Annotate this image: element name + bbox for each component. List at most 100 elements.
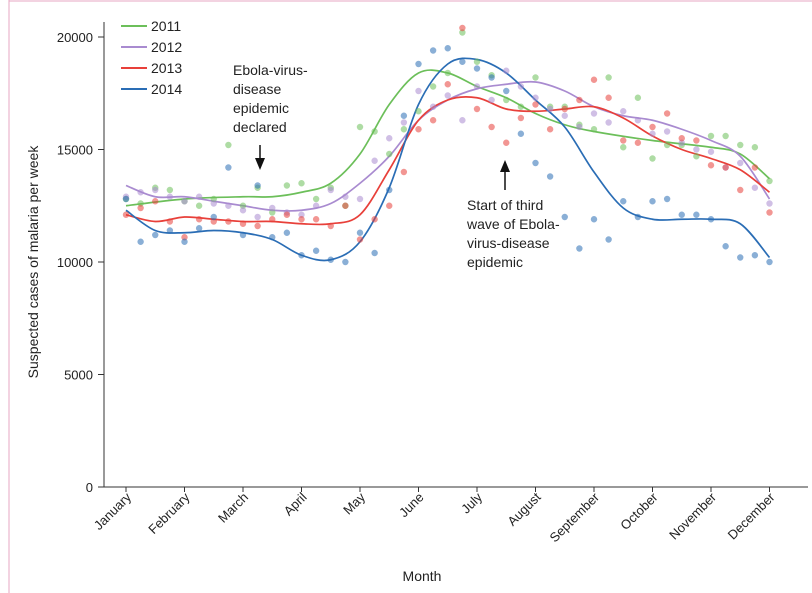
data-point-2013 <box>298 216 305 223</box>
data-point-2014 <box>166 227 174 234</box>
data-point-2013 <box>269 216 276 223</box>
data-point-2014 <box>122 195 130 203</box>
data-point-2013 <box>473 105 481 113</box>
data-point-2013 <box>342 202 349 209</box>
data-point-2012 <box>751 184 759 191</box>
data-point-2011 <box>722 132 729 140</box>
data-point-2012 <box>152 186 159 194</box>
data-point-2014 <box>225 164 232 171</box>
data-point-2014 <box>269 234 276 241</box>
y-tick-label: 5000 <box>64 368 93 383</box>
data-point-2012 <box>576 123 583 131</box>
data-point-2012 <box>546 105 554 113</box>
series-points-group <box>122 24 773 266</box>
data-point-2013 <box>737 186 744 194</box>
data-point-2014 <box>620 198 627 205</box>
data-point-2014 <box>327 256 334 263</box>
series-lines-group <box>125 57 771 262</box>
data-point-2013 <box>693 137 700 144</box>
data-point-2013 <box>312 216 320 223</box>
data-point-2012 <box>386 135 393 142</box>
data-point-2014 <box>429 47 437 54</box>
data-point-2013 <box>663 110 671 117</box>
data-point-2011 <box>166 186 174 194</box>
data-point-2012 <box>693 146 700 153</box>
data-point-2013 <box>751 164 759 171</box>
x-tick-label: September <box>547 489 603 545</box>
x-tick-label: October <box>617 489 661 533</box>
data-point-2014 <box>239 231 247 239</box>
data-point-2011 <box>195 202 203 209</box>
data-point-2014 <box>576 245 583 252</box>
data-point-2013 <box>766 209 773 216</box>
y-tick-label: 0 <box>86 480 93 495</box>
annotation-epidemic-declared-line: epidemic <box>233 100 289 116</box>
data-point-2011 <box>400 126 408 133</box>
annotation-third-wave-line: wave of Ebola- <box>466 216 560 232</box>
annotation-epidemic-declared-line: disease <box>233 81 281 97</box>
data-point-2014 <box>590 216 598 223</box>
legend-label-2014: 2014 <box>151 81 182 97</box>
data-point-2011 <box>269 209 276 216</box>
x-tick-label: January <box>91 489 135 533</box>
data-point-2011 <box>239 202 247 209</box>
annotation-third-wave-line: epidemic <box>467 254 523 270</box>
axes-group <box>103 22 808 488</box>
data-point-2012 <box>459 117 466 124</box>
data-point-2011 <box>415 108 422 115</box>
y-tick-label: 10000 <box>57 255 93 270</box>
annotation-arrowhead-up <box>500 160 510 172</box>
data-point-2013 <box>400 168 408 176</box>
data-point-2014 <box>605 236 612 243</box>
data-point-2011 <box>649 155 656 162</box>
data-point-2011 <box>590 126 598 133</box>
series-line-2014 <box>125 57 771 262</box>
data-point-2013 <box>488 123 495 131</box>
data-point-2013 <box>722 164 729 171</box>
data-point-2014 <box>356 229 364 236</box>
data-point-2012 <box>327 186 334 194</box>
data-point-2011 <box>634 94 642 101</box>
data-point-2014 <box>415 60 422 68</box>
series-line-2013 <box>125 95 771 226</box>
data-point-2012 <box>239 207 247 214</box>
y-tick-label: 20000 <box>57 30 93 45</box>
x-tick-label: July <box>458 489 485 516</box>
data-point-2012 <box>415 87 422 95</box>
data-point-2013 <box>634 139 642 146</box>
data-point-2013 <box>181 234 188 241</box>
y-ticks-group: 0 5000 10000 15000 20000 <box>57 30 104 495</box>
data-point-2011 <box>473 58 481 65</box>
data-point-2012 <box>254 213 261 221</box>
data-point-2012 <box>356 195 364 203</box>
data-point-2014 <box>459 58 466 65</box>
data-point-2012 <box>400 119 408 126</box>
data-point-2011 <box>517 103 525 110</box>
data-point-2013 <box>620 137 627 144</box>
data-point-2012 <box>312 202 320 209</box>
data-point-2011 <box>298 180 305 187</box>
data-point-2012 <box>517 83 525 90</box>
data-point-2013 <box>225 218 232 225</box>
data-point-2013 <box>356 236 364 243</box>
data-point-2013 <box>590 76 598 83</box>
data-point-2014 <box>722 243 729 250</box>
data-point-2014 <box>444 45 451 52</box>
annotation-third-wave-line: virus-disease <box>467 235 550 251</box>
data-point-2012 <box>488 96 495 104</box>
legend-label-2013: 2013 <box>151 60 182 76</box>
data-point-2013 <box>254 222 261 230</box>
data-point-2014 <box>546 173 554 180</box>
data-point-2011 <box>766 177 773 185</box>
legend-label-2012: 2012 <box>151 39 182 55</box>
data-point-2013 <box>459 24 466 32</box>
data-point-2014 <box>386 186 393 194</box>
data-point-2012 <box>269 204 276 212</box>
data-point-2012 <box>429 103 437 110</box>
x-tick-label: November <box>666 489 719 542</box>
data-point-2014 <box>195 225 203 232</box>
y-axis-title: Suspected cases of malaria per week <box>25 145 41 379</box>
data-point-2012 <box>678 139 685 146</box>
data-point-2013 <box>605 94 612 101</box>
data-point-2013 <box>444 81 451 88</box>
